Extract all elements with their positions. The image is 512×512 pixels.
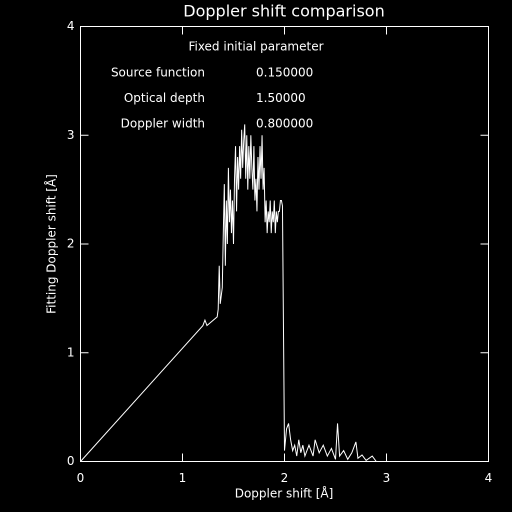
parameter-value: 0.800000 bbox=[256, 117, 313, 131]
parameter-name: Doppler width bbox=[121, 117, 205, 131]
data-line bbox=[80, 124, 397, 462]
x-axis-label: Doppler shift [Å] bbox=[235, 486, 334, 501]
x-tick-label: 4 bbox=[485, 471, 493, 485]
y-tick-label: 1 bbox=[67, 345, 75, 359]
annotation-title: Fixed initial parameter bbox=[188, 40, 323, 54]
x-tick-label: 3 bbox=[383, 471, 391, 485]
x-tick-label: 1 bbox=[179, 471, 187, 485]
y-axis-label: Fitting Doppler shift [Å] bbox=[44, 174, 59, 314]
parameter-value: 0.150000 bbox=[256, 66, 313, 80]
y-tick-label: 4 bbox=[67, 19, 75, 33]
y-tick-label: 3 bbox=[67, 128, 75, 142]
parameter-name: Source function bbox=[111, 66, 205, 80]
y-tick-label: 0 bbox=[67, 454, 75, 468]
parameter-name: Optical depth bbox=[124, 91, 205, 105]
x-tick-label: 2 bbox=[281, 471, 289, 485]
y-tick-label: 2 bbox=[67, 237, 75, 251]
chart-title: Doppler shift comparison bbox=[183, 2, 384, 21]
x-tick-label: 0 bbox=[77, 471, 85, 485]
parameter-value: 1.50000 bbox=[256, 91, 306, 105]
